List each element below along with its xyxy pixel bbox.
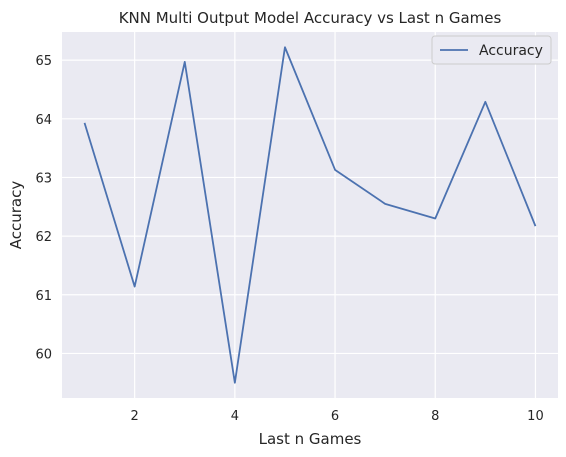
x-axis-label: Last n Games bbox=[259, 430, 362, 448]
legend: Accuracy bbox=[431, 35, 552, 65]
y-tick-label: 64 bbox=[35, 113, 52, 128]
x-tick-label: 6 bbox=[331, 409, 339, 424]
series-line-accuracy bbox=[83, 46, 537, 384]
plot-background bbox=[62, 32, 558, 398]
x-tick-label: 4 bbox=[231, 409, 239, 424]
y-axis-label: Accuracy bbox=[7, 181, 25, 250]
grid-lines bbox=[62, 32, 558, 398]
y-tick-label: 60 bbox=[35, 347, 52, 362]
legend-box bbox=[431, 35, 552, 65]
chart-title: KNN Multi Output Model Accuracy vs Last … bbox=[119, 9, 502, 27]
y-tick-label: 61 bbox=[35, 289, 52, 304]
x-tick-label: 2 bbox=[131, 409, 139, 424]
legend-label-accuracy: Accuracy bbox=[479, 43, 543, 59]
y-tick-label: 63 bbox=[35, 171, 52, 186]
x-tick-label: 8 bbox=[431, 409, 439, 424]
tick-labels: 2 4 6 8 10 60 61 62 63 64 65 bbox=[35, 54, 543, 424]
x-tick-label: 10 bbox=[527, 409, 544, 424]
y-tick-label: 62 bbox=[35, 230, 52, 245]
y-tick-label: 65 bbox=[35, 54, 52, 69]
